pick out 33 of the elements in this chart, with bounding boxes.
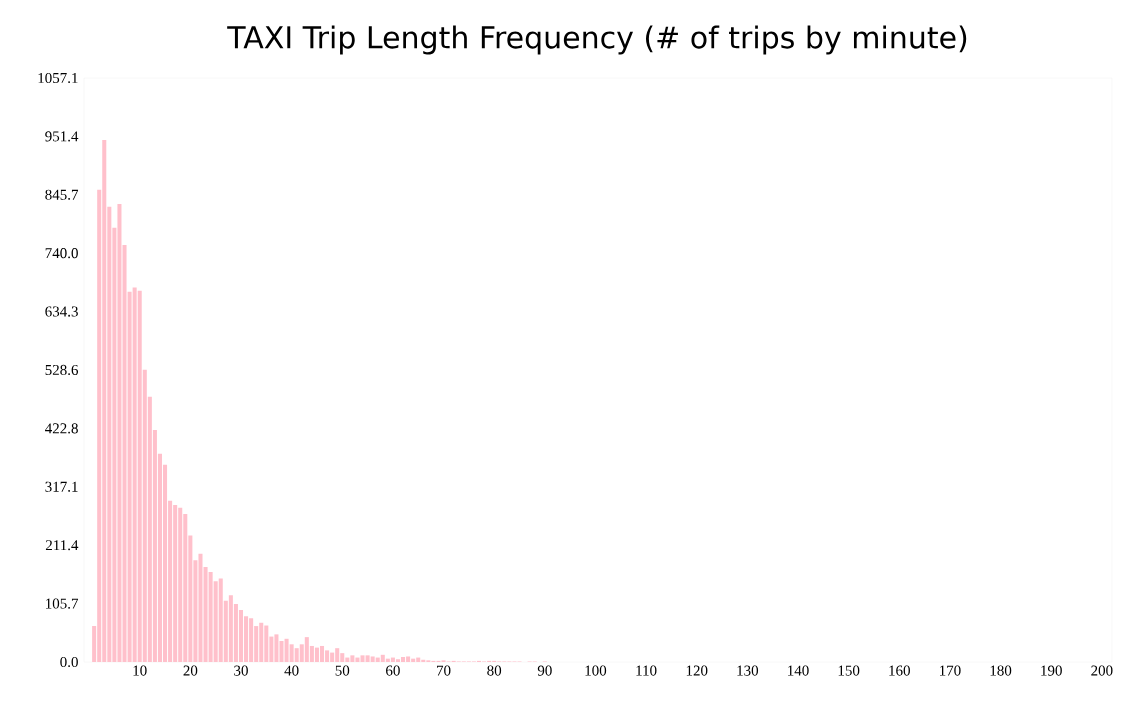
y-tick-label: 845.7 [45,189,79,200]
y-tick-label: 1057.1 [38,72,78,84]
x-tick-label: 200 [1091,665,1113,676]
bar [319,645,325,662]
x-tick-label: 20 [183,665,198,676]
y-tick-label: 634.3 [45,306,78,317]
chart-title: TAXI Trip Length Frequency (# of trips by minute) [227,25,967,55]
y-tick-label: 951.4 [45,131,79,142]
x-tick-label: 30 [234,665,248,676]
y-tick-label: 740.0 [45,248,78,259]
x-tick-label: 140 [788,665,809,676]
x-tick-label: 40 [284,665,299,676]
x-tick-label: 120 [686,665,708,676]
x-tick-label: 60 [386,665,400,676]
x-tick-label: 160 [889,665,910,676]
y-tick-label: 105.7 [46,598,79,609]
x-tick-label: 70 [437,665,451,676]
x-tick-label: 170 [940,665,961,676]
y-tick-label: 422.8 [45,423,78,434]
x-tick-label: 90 [537,665,552,676]
x-tick-label: 100 [585,665,607,676]
y-tick-label: 211.4 [45,540,79,551]
x-tick-label: 80 [487,665,502,676]
y-tick-label: 0.0 [60,656,78,668]
y-tick-label: 528.6 [45,364,79,376]
x-tick-label: 190 [1041,665,1062,676]
x-tick-label: 50 [335,665,350,676]
x-tick-label: 110 [636,665,657,676]
x-tick-label: 10 [133,665,147,676]
x-tick-label: 130 [737,665,759,676]
y-tick-label: 317.1 [45,481,78,492]
x-tick-label: 180 [990,665,1012,676]
x-tick-label: 150 [838,665,860,676]
